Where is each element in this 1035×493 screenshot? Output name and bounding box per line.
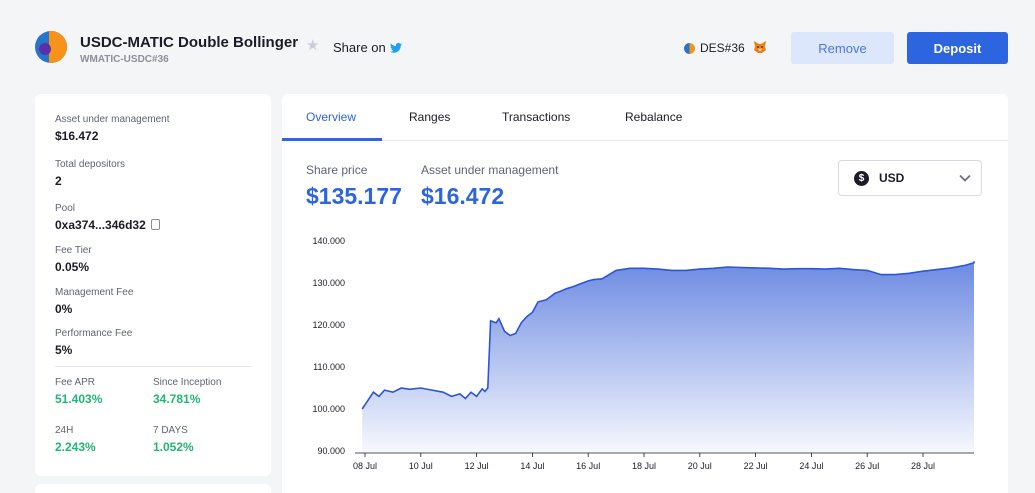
stat-fee-apr: Fee APR 51.403% bbox=[55, 377, 102, 406]
secondary-card bbox=[35, 484, 271, 493]
stat-value: 51.403% bbox=[55, 392, 103, 406]
des-badge: DES#36 bbox=[684, 41, 745, 55]
stat-management-fee: Management Fee 0% bbox=[55, 287, 133, 316]
stat-label: 7 DAYS bbox=[153, 425, 188, 436]
x-tick-label: 14 Jul bbox=[520, 461, 544, 471]
stat-value: 0xa374...346d32 bbox=[55, 218, 160, 232]
currency-select-value: USD bbox=[879, 171, 905, 185]
tab-bar: Overview Ranges Transactions Rebalance bbox=[282, 94, 1008, 141]
x-tick-label: 12 Jul bbox=[465, 461, 489, 471]
stat-label: Performance Fee bbox=[55, 328, 133, 339]
stat-value: 34.781% bbox=[153, 392, 201, 406]
share-label: Share on bbox=[333, 40, 386, 55]
stat-value: $16.472 bbox=[55, 129, 99, 143]
stat-24h: 24H 2.243% bbox=[55, 425, 96, 454]
stat-value: 2.243% bbox=[55, 440, 96, 454]
stat-label: 24H bbox=[55, 425, 74, 436]
stat-label: Management Fee bbox=[55, 287, 134, 298]
coin-icon bbox=[684, 42, 695, 54]
chart-line bbox=[361, 261, 975, 410]
divider bbox=[55, 366, 251, 367]
y-tick-label: 110.000 bbox=[313, 362, 345, 372]
chart-area bbox=[362, 261, 974, 453]
metric-aum: Asset under management $16.472 bbox=[421, 163, 558, 210]
active-tab-indicator bbox=[282, 138, 382, 141]
y-tick-label: 140.000 bbox=[312, 236, 345, 246]
stat-pool: Pool 0xa374...346d32 bbox=[55, 203, 160, 232]
star-icon[interactable]: ★ bbox=[306, 37, 320, 54]
des-label: DES#36 bbox=[700, 41, 745, 55]
stat-fee-tier: Fee Tier 0.05% bbox=[55, 245, 92, 274]
y-tick-label: 120.000 bbox=[312, 320, 345, 330]
metric-share-price: Share price $135.177 bbox=[306, 163, 402, 210]
y-tick-label: 90.000 bbox=[317, 446, 345, 456]
stat-7-days: 7 DAYS 1.052% bbox=[153, 425, 194, 454]
stat-performance-fee: Performance Fee 5% bbox=[55, 328, 132, 357]
metamask-fox-icon[interactable] bbox=[753, 40, 767, 54]
metric-label: Asset under management bbox=[421, 163, 559, 177]
main-panel: Overview Ranges Transactions Rebalance S… bbox=[282, 94, 1008, 493]
dollar-icon: $ bbox=[854, 171, 869, 186]
tab-rebalance[interactable]: Rebalance bbox=[625, 110, 683, 124]
stat-value: 5% bbox=[55, 343, 73, 357]
y-tick-label: 130.000 bbox=[312, 278, 345, 288]
chevron-down-icon bbox=[959, 174, 971, 182]
stat-since-inception: Since Inception 34.781% bbox=[153, 377, 221, 406]
x-tick-label: 28 Jul bbox=[911, 461, 935, 471]
stat-depositors: Total depositors 2 bbox=[55, 159, 125, 188]
x-tick-label: 10 Jul bbox=[409, 461, 433, 471]
tab-transactions[interactable]: Transactions bbox=[502, 110, 571, 124]
stat-label: Total depositors bbox=[55, 159, 126, 170]
x-tick-label: 08 Jul bbox=[353, 461, 377, 471]
currency-select[interactable]: $ USD bbox=[838, 160, 982, 196]
x-tick-label: 20 Jul bbox=[688, 461, 712, 471]
metric-label: Share price bbox=[306, 163, 368, 177]
tab-overview[interactable]: Overview bbox=[306, 110, 357, 124]
x-tick-label: 26 Jul bbox=[855, 461, 879, 471]
stat-aum: Asset under management $16.472 bbox=[55, 114, 170, 143]
x-tick-label: 16 Jul bbox=[576, 461, 600, 471]
stat-label: Since Inception bbox=[153, 377, 222, 388]
x-tick-label: 18 Jul bbox=[632, 461, 656, 471]
remove-button[interactable]: Remove bbox=[791, 32, 894, 64]
stat-value: 0.05% bbox=[55, 260, 90, 274]
token-pair-logo bbox=[35, 31, 67, 63]
vault-stats-card: Asset under management $16.472 Total dep… bbox=[35, 94, 271, 476]
stat-label: Fee APR bbox=[55, 377, 96, 388]
metric-value: $16.472 bbox=[421, 183, 505, 209]
x-tick-label: 22 Jul bbox=[744, 461, 768, 471]
metric-value: $135.177 bbox=[306, 183, 402, 209]
stat-value: 0% bbox=[55, 302, 73, 316]
page-title: USDC-MATIC Double Bollinger bbox=[80, 34, 299, 51]
stat-value: 1.052% bbox=[153, 440, 194, 454]
stat-label: Pool bbox=[55, 203, 76, 214]
stat-label: Fee Tier bbox=[55, 245, 92, 256]
stat-label: Asset under management bbox=[55, 114, 170, 125]
tab-ranges[interactable]: Ranges bbox=[409, 110, 451, 124]
page-header: USDC-MATIC Double Bollinger WMATIC-USDC#… bbox=[0, 0, 1035, 90]
copy-icon[interactable] bbox=[150, 218, 160, 230]
deposit-button[interactable]: Deposit bbox=[907, 32, 1008, 64]
page-subtitle: WMATIC-USDC#36 bbox=[80, 54, 169, 65]
share-price-chart: 90.000 100.000 110.000 120.000 130.000 140.00… bbox=[312, 236, 975, 471]
y-tick-label: 100.000 bbox=[312, 404, 345, 414]
twitter-icon bbox=[389, 42, 402, 53]
share-on-twitter-link[interactable]: Share on bbox=[333, 40, 402, 55]
stat-value: 2 bbox=[55, 174, 62, 188]
pool-address: 0xa374...346d32 bbox=[55, 218, 146, 232]
x-tick-label: 24 Jul bbox=[799, 461, 823, 471]
